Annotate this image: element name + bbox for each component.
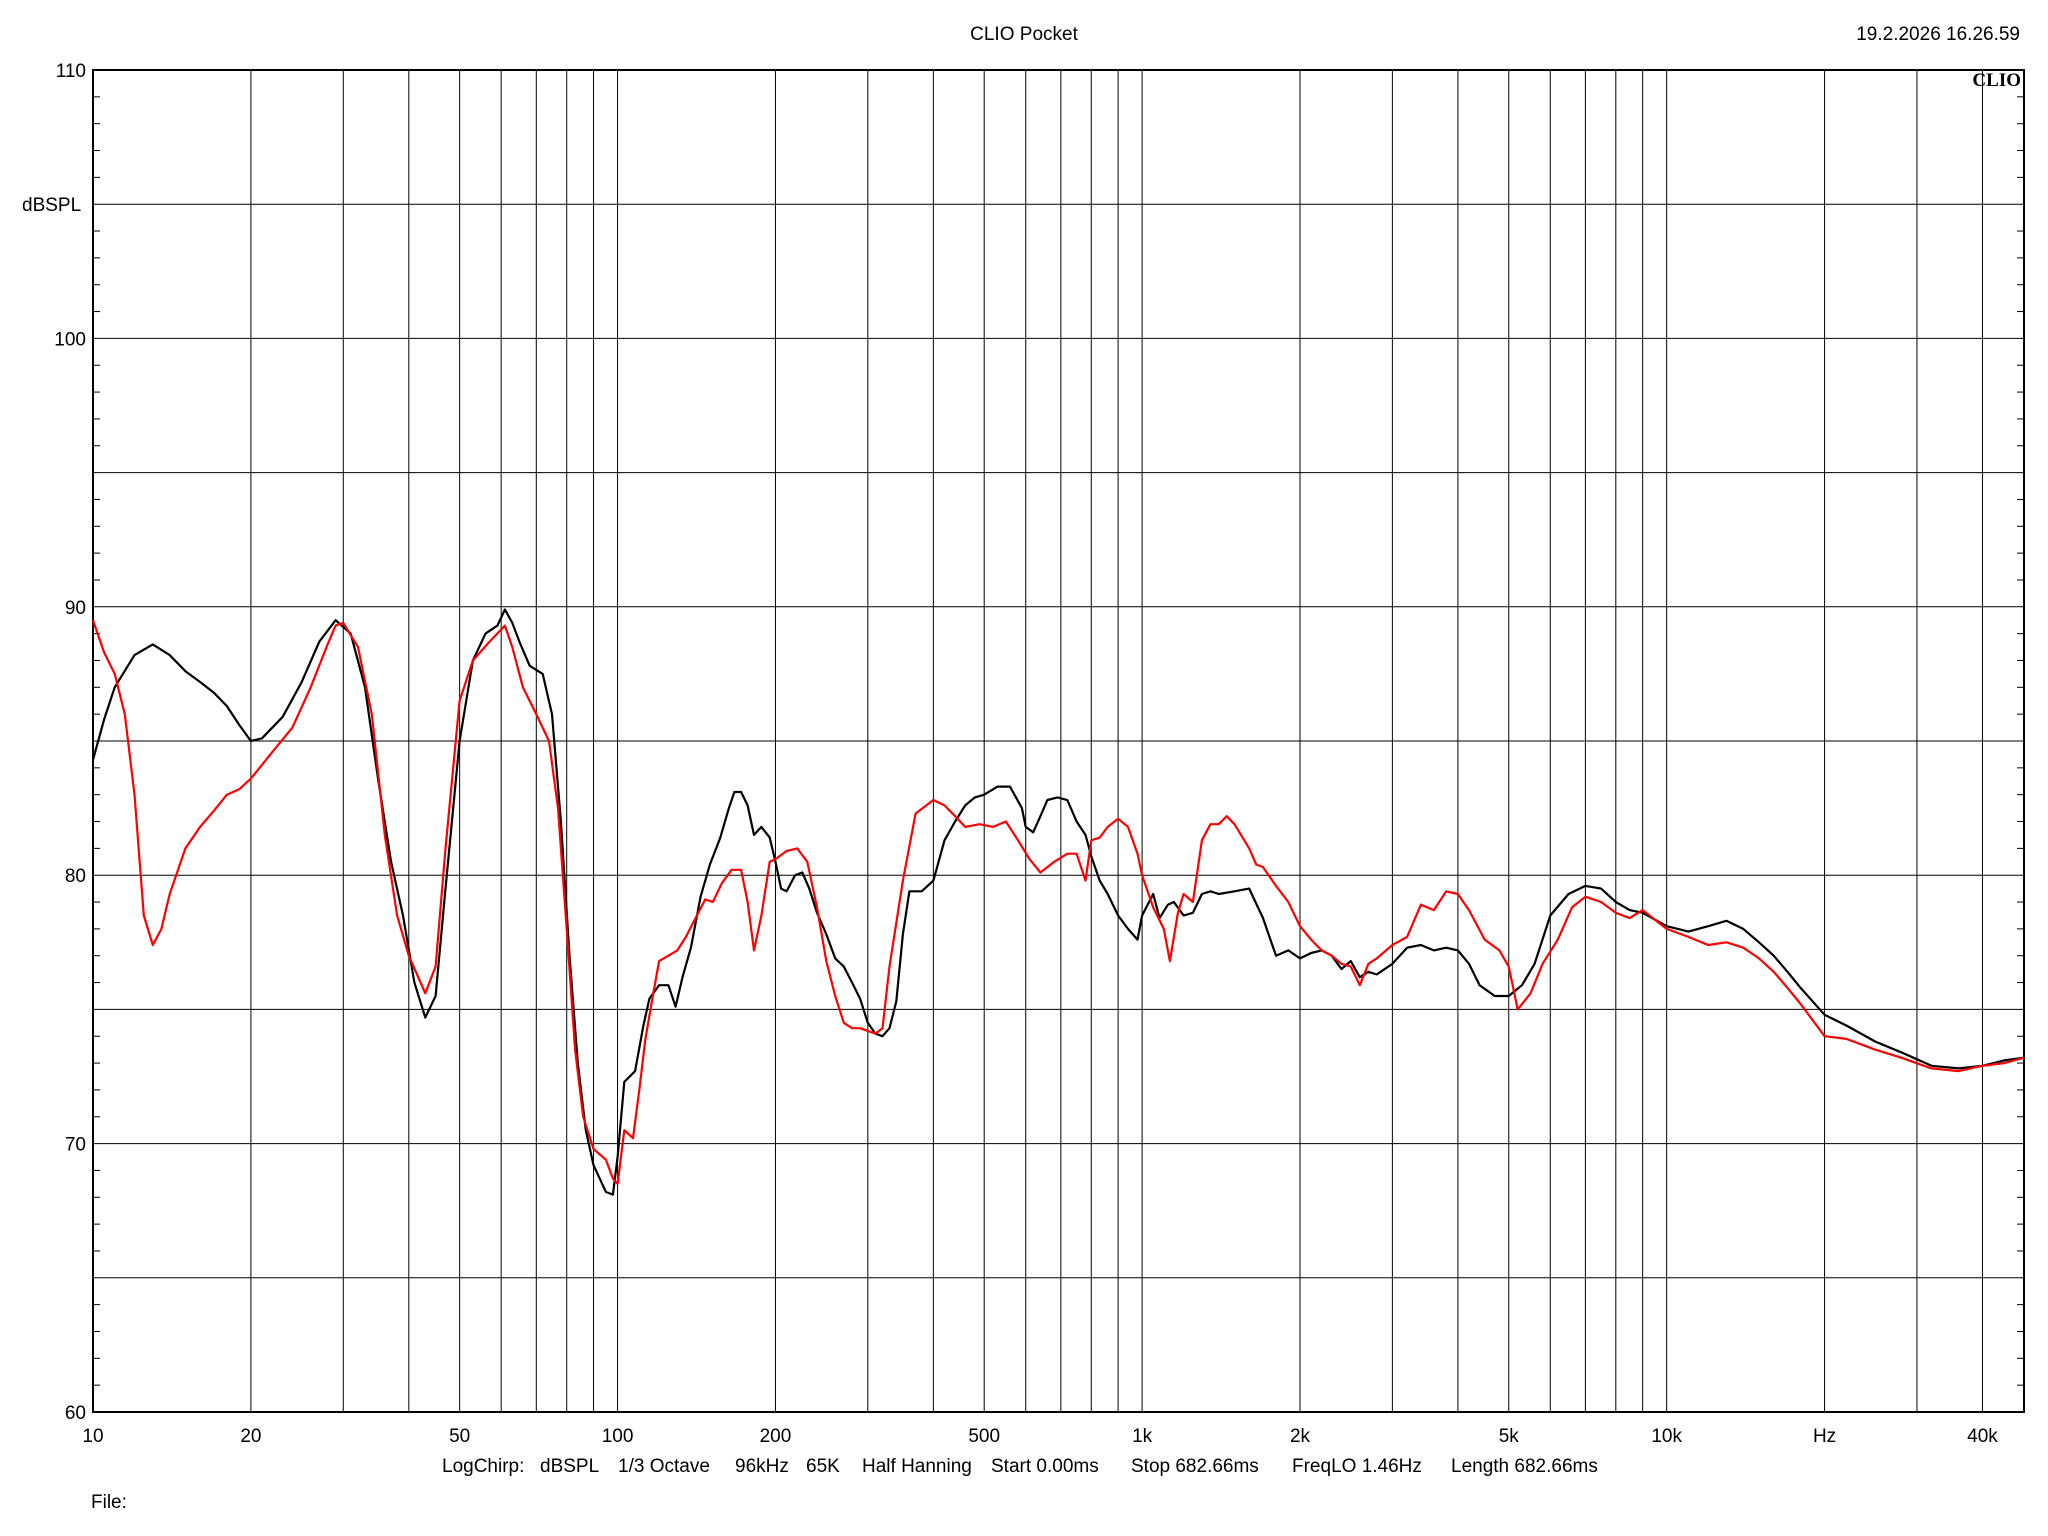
x-tick-label: 5k (1499, 1426, 1520, 1447)
timestamp: 19.2.2026 16.26.59 (1856, 24, 2020, 45)
series-line (91, 608, 2025, 1196)
info-item: Length 682.66ms (1451, 1456, 1598, 1477)
plot-frame (92, 69, 2025, 1413)
x-tick-label: 100 (602, 1426, 634, 1447)
y-tick-label: 60 (65, 1403, 86, 1424)
x-tick-label: Hz (1813, 1426, 1836, 1447)
x-tick-label: 200 (760, 1426, 792, 1447)
info-item: LogChirp: (442, 1456, 525, 1477)
x-tick-label: 10 (82, 1426, 103, 1447)
file-label: File: (91, 1492, 127, 1513)
y-axis-label: dBSPL (22, 195, 81, 216)
y-tick-label: 100 (54, 329, 86, 350)
x-tick-label: 50 (449, 1426, 470, 1447)
info-item: Start 0.00ms (991, 1456, 1099, 1477)
x-tick-label: 500 (968, 1426, 1000, 1447)
y-tick-label: 90 (65, 598, 86, 619)
x-tick-label: 10k (1651, 1426, 1682, 1447)
series-line (91, 619, 2025, 1185)
info-item: 65K (806, 1456, 840, 1477)
info-item: 96kHz (735, 1456, 789, 1477)
x-tick-label: 20 (240, 1426, 261, 1447)
info-item: FreqLO 1.46Hz (1292, 1456, 1422, 1477)
x-tick-label: 1k (1132, 1426, 1153, 1447)
y-tick-label: 110 (56, 61, 86, 82)
y-tick-label: 80 (65, 866, 86, 887)
info-item: Half Hanning (862, 1456, 972, 1477)
info-item: Stop 682.66ms (1131, 1456, 1259, 1477)
chart-title: CLIO Pocket (970, 24, 1078, 45)
x-tick-label: 40k (1967, 1426, 1998, 1447)
clio-logo: CLIO (1972, 70, 2021, 91)
info-item: dBSPL (540, 1456, 600, 1477)
x-tick-label: 2k (1290, 1426, 1311, 1447)
info-item: 1/3 Octave (618, 1456, 710, 1477)
y-tick-label: 70 (65, 1135, 86, 1156)
